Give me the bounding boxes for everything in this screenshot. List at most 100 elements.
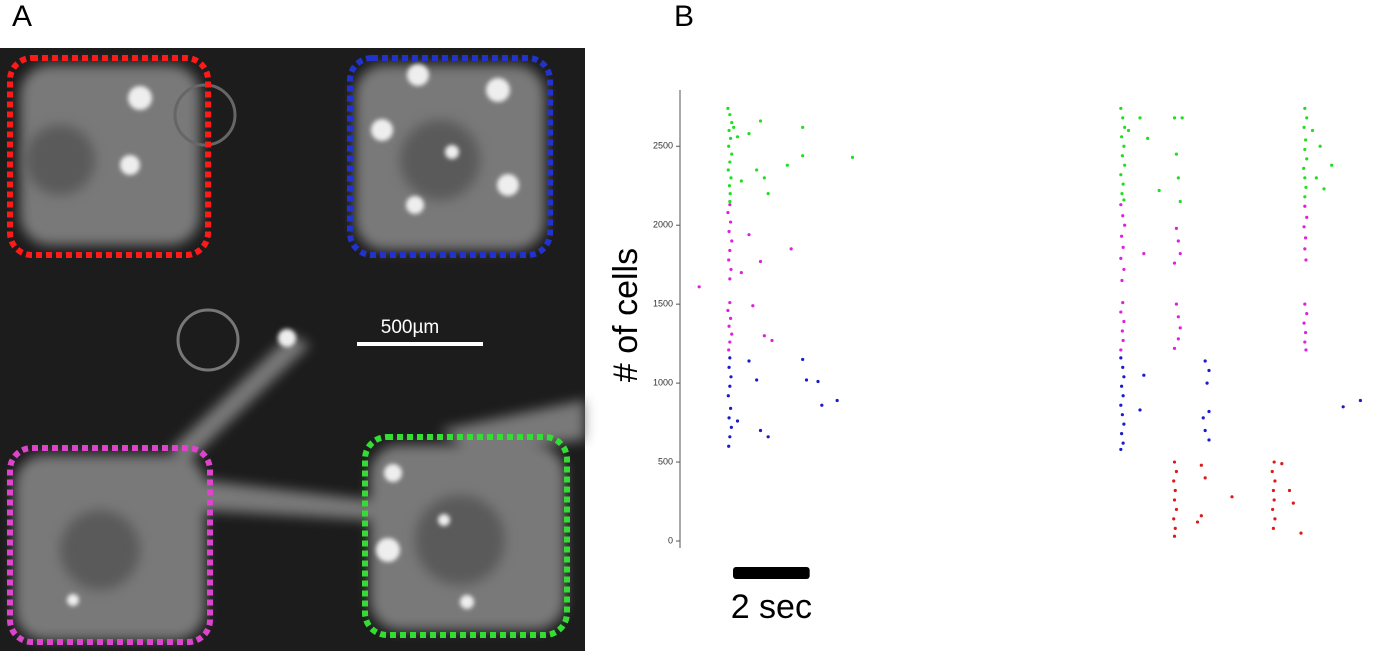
spike bbox=[1178, 326, 1182, 330]
spike bbox=[1138, 408, 1142, 412]
y-tick-label: 2500 bbox=[653, 141, 673, 151]
spike bbox=[728, 340, 732, 344]
spike bbox=[1119, 348, 1123, 352]
spike bbox=[1303, 106, 1307, 110]
spike bbox=[1299, 531, 1303, 535]
spike bbox=[728, 192, 732, 196]
spike bbox=[1122, 267, 1126, 272]
spike bbox=[727, 348, 731, 352]
spike bbox=[1302, 321, 1306, 325]
spike bbox=[727, 444, 731, 448]
spike bbox=[751, 304, 755, 308]
spike bbox=[730, 152, 734, 156]
spike bbox=[728, 277, 732, 281]
spike bbox=[728, 203, 732, 207]
spike bbox=[728, 384, 732, 388]
spike bbox=[726, 106, 730, 110]
spike bbox=[758, 119, 763, 123]
spike bbox=[766, 435, 770, 439]
spike bbox=[1172, 498, 1177, 502]
spike bbox=[1203, 476, 1207, 480]
spike bbox=[726, 168, 730, 172]
y-tick-label: 500 bbox=[658, 456, 673, 466]
spike bbox=[732, 125, 736, 129]
spike bbox=[766, 192, 770, 196]
spike bbox=[727, 229, 731, 234]
spike bbox=[728, 199, 732, 204]
spike bbox=[1272, 460, 1276, 464]
spike bbox=[1304, 330, 1308, 335]
spike bbox=[1121, 116, 1125, 120]
spike bbox=[1304, 185, 1308, 189]
spike bbox=[1303, 195, 1307, 199]
spike bbox=[729, 425, 733, 429]
spike bbox=[1157, 188, 1161, 193]
spike bbox=[1119, 106, 1123, 110]
spike bbox=[1176, 315, 1180, 319]
spike bbox=[1195, 520, 1200, 524]
y-axis-label: # of cells bbox=[607, 248, 645, 382]
spike bbox=[1303, 147, 1307, 152]
spike bbox=[1120, 135, 1124, 139]
spike bbox=[755, 378, 759, 382]
spike bbox=[785, 163, 789, 167]
spike bbox=[1205, 381, 1209, 385]
spike bbox=[1172, 534, 1177, 538]
spike bbox=[1172, 460, 1177, 464]
spike bbox=[801, 154, 805, 158]
spike bbox=[729, 267, 733, 272]
spike bbox=[1120, 329, 1124, 333]
spike bbox=[1178, 199, 1182, 204]
spike bbox=[1172, 479, 1176, 483]
spike bbox=[816, 379, 820, 384]
spike bbox=[762, 176, 766, 180]
spike bbox=[727, 365, 731, 369]
spike bbox=[1303, 247, 1307, 251]
spike bbox=[1138, 116, 1142, 120]
spike bbox=[1305, 116, 1309, 120]
spike bbox=[850, 155, 855, 159]
spike bbox=[1287, 488, 1292, 493]
spike bbox=[1310, 128, 1315, 133]
spike bbox=[1121, 394, 1125, 398]
spike bbox=[735, 135, 740, 139]
spike bbox=[727, 128, 731, 133]
spike bbox=[739, 179, 743, 183]
spike bbox=[1123, 125, 1127, 129]
spike bbox=[1291, 501, 1295, 505]
spike bbox=[729, 375, 733, 379]
spike bbox=[1120, 234, 1124, 238]
spike bbox=[1142, 373, 1146, 377]
spike bbox=[1207, 368, 1211, 373]
spike bbox=[1176, 239, 1180, 243]
spike bbox=[727, 324, 731, 328]
spike bbox=[1119, 403, 1123, 407]
spike bbox=[1271, 507, 1275, 512]
spike bbox=[1302, 166, 1306, 170]
spike bbox=[1173, 526, 1177, 530]
spike bbox=[1199, 463, 1203, 467]
spike bbox=[1119, 256, 1123, 260]
spike bbox=[770, 338, 774, 343]
spike bbox=[1201, 416, 1205, 420]
spike bbox=[1119, 203, 1123, 207]
spike bbox=[730, 120, 734, 125]
spike bbox=[728, 160, 732, 164]
spike bbox=[1120, 154, 1124, 158]
spike bbox=[762, 334, 766, 338]
spike bbox=[1304, 348, 1308, 352]
spike bbox=[1146, 136, 1150, 140]
spike bbox=[728, 113, 732, 117]
spike bbox=[1121, 214, 1125, 218]
spike bbox=[727, 144, 731, 148]
spike bbox=[1271, 526, 1275, 530]
spike bbox=[1176, 176, 1180, 180]
spike bbox=[1302, 125, 1306, 129]
spike bbox=[1230, 495, 1234, 499]
spike bbox=[1303, 302, 1307, 306]
spike bbox=[1121, 441, 1125, 445]
spike bbox=[1122, 422, 1126, 426]
spike bbox=[1341, 405, 1345, 409]
spike bbox=[789, 247, 793, 251]
